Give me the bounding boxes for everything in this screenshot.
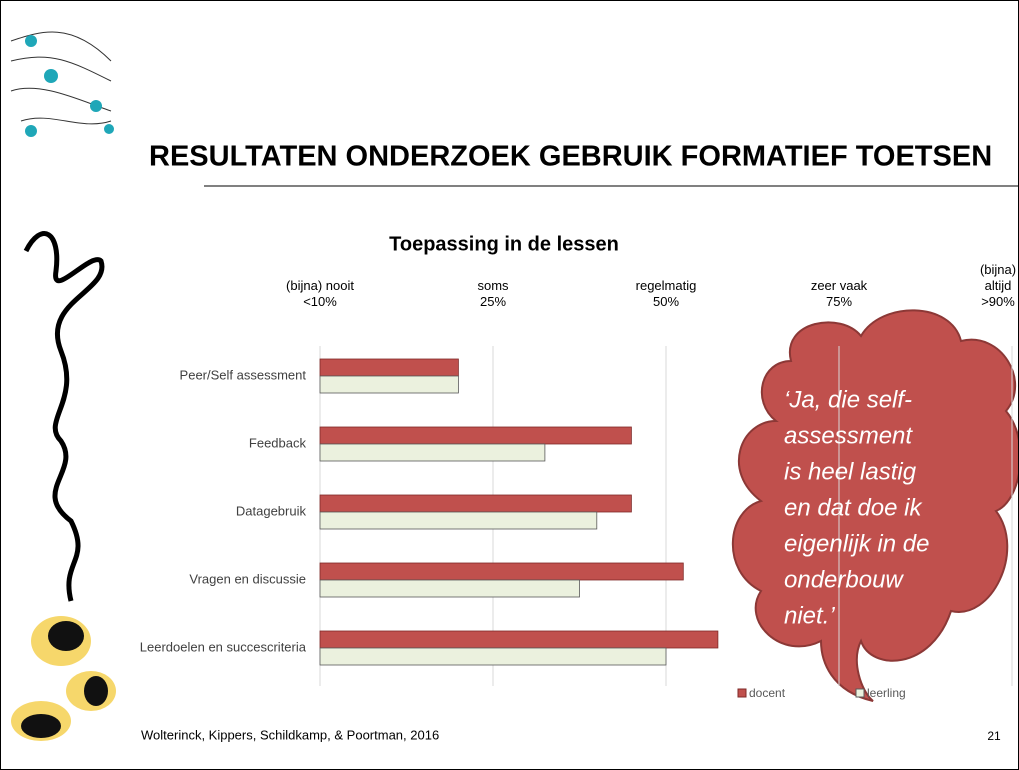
bar (320, 444, 545, 461)
quote-line: en dat doe ik (784, 494, 923, 521)
y-tick-label: Peer/Self assessment (180, 367, 307, 382)
quote-line: assessment (784, 422, 913, 449)
bar (320, 563, 683, 580)
quote-line: is heel lastig (784, 458, 917, 485)
chart: RESULTATEN ONDERZOEK GEBRUIK FORMATIEF T… (1, 1, 1018, 769)
slide-title: RESULTATEN ONDERZOEK GEBRUIK FORMATIEF T… (149, 141, 992, 173)
legend-label: leerling (867, 686, 906, 700)
decoration (11, 32, 111, 601)
y-tick-label: Leerdoelen en succescriteria (140, 639, 307, 654)
x-tick-label: regelmatig 50% (606, 278, 726, 310)
x-tick-label: (bijna) nooit <10% (260, 278, 380, 310)
chart-title: Toepassing in de lessen (389, 233, 619, 255)
x-tick-label: zeer vaak 75% (779, 278, 899, 310)
quote-line: niet.’ (784, 602, 835, 629)
decoration-blobs (11, 616, 116, 741)
legend-swatch (856, 689, 864, 697)
legend-label: docent (749, 686, 786, 700)
bar (320, 648, 666, 665)
quote-line: ‘Ja, die self- (784, 386, 912, 413)
bar (320, 495, 631, 512)
footer: Wolterinck, Kippers, Schildkamp, & Poort… (141, 727, 439, 742)
x-tick-label: (bijna) altijd >90% (938, 262, 1019, 310)
bar (320, 631, 718, 648)
bar (320, 359, 458, 376)
slide: RESULTATEN ONDERZOEK GEBRUIK FORMATIEF T… (0, 0, 1019, 770)
bar (320, 376, 458, 393)
page-number: 21 (987, 729, 1001, 743)
bar (320, 427, 631, 444)
quote-line: eigenlijk in de (784, 530, 929, 557)
y-tick-label: Datagebruik (236, 503, 307, 518)
y-tick-label: Feedback (249, 435, 307, 450)
bar (320, 512, 597, 529)
legend-swatch (738, 689, 746, 697)
quote-line: onderbouw (784, 566, 904, 593)
bar (320, 580, 580, 597)
x-tick-label: soms 25% (433, 278, 553, 310)
y-tick-label: Vragen en discussie (189, 571, 306, 586)
